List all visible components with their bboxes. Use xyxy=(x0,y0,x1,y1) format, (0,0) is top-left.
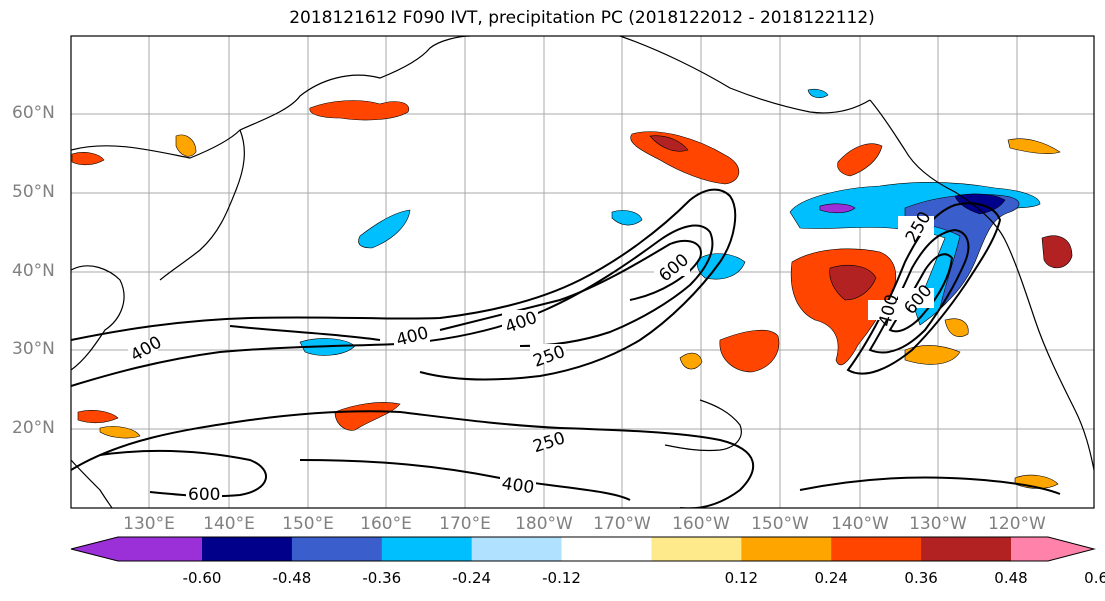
colorbar xyxy=(70,536,1096,562)
lon-label-160w: 160°W xyxy=(672,514,730,534)
lon-label-180w: 180°W xyxy=(515,514,573,534)
contour-label-bg xyxy=(530,430,566,450)
lon-label-150e: 150°E xyxy=(282,514,334,534)
map-frame xyxy=(70,35,1095,509)
contour-label-bg xyxy=(186,484,222,504)
precip-positive-subtropic xyxy=(719,329,780,373)
colorbar-tick-label: 0.36 xyxy=(904,569,938,587)
lat-label-30n: 30°N xyxy=(12,339,55,359)
precip-negative-alaska xyxy=(807,88,829,99)
precip-positive-bering xyxy=(630,131,740,185)
contour-label-bg xyxy=(502,310,538,330)
coastline-hawaii xyxy=(664,399,742,452)
colorbar-segment xyxy=(831,537,922,561)
contour-label-400-d: 400 xyxy=(500,474,535,498)
colorbar-extend-min-tip xyxy=(71,537,118,561)
lon-label-140e: 140°E xyxy=(203,514,255,534)
lon-label-140w: 140°W xyxy=(831,514,889,534)
colorbar-segment xyxy=(471,537,563,561)
precip-positive-kamchatka xyxy=(309,100,410,121)
contour-400-west xyxy=(71,224,714,387)
lon-label-170w: 170°W xyxy=(593,514,651,534)
coastline-north-america xyxy=(869,99,1094,471)
precip-positive-subtropic-w xyxy=(334,402,401,431)
contour-250-south xyxy=(71,410,755,508)
colorbar-tick-label: 0.12 xyxy=(724,569,759,587)
contour-label-bg xyxy=(654,256,690,276)
coastline-south-china xyxy=(71,459,113,508)
precip-positive-sakhalin xyxy=(175,134,197,157)
precip-positive-sw-2 xyxy=(99,426,141,439)
precip-positive-sw xyxy=(77,410,119,424)
lat-label-20n: 20°N xyxy=(12,418,55,438)
lon-label-150w: 150°W xyxy=(751,514,809,534)
contour-label-bg xyxy=(394,326,430,346)
figure-title: 2018121612 F090 IVT, precipitation PC (2… xyxy=(289,8,875,28)
lon-label-160e: 160°E xyxy=(360,514,412,534)
precip-positive-bering-core xyxy=(649,135,689,152)
coastline-alaska-north xyxy=(619,36,871,114)
precip-positive-core xyxy=(829,265,877,301)
colorbar-tick-label: -0.12 xyxy=(542,569,581,587)
coastline-japan xyxy=(159,129,245,281)
precip-negative-170w xyxy=(611,210,643,226)
colorbar-segment xyxy=(291,537,383,561)
lat-label-60n: 60°N xyxy=(12,103,55,123)
lat-label-50n: 50°N xyxy=(12,182,55,202)
lon-label-130w: 130°W xyxy=(909,514,967,534)
lon-label-170e: 170°E xyxy=(439,514,491,534)
colorbar-segment xyxy=(118,537,202,561)
contour-label-bg xyxy=(500,474,536,494)
precip-positive-small-2 xyxy=(904,345,961,365)
coastline-korea-china xyxy=(71,265,125,371)
precip-pc-shading xyxy=(71,88,1073,489)
lon-label-130e: 130°E xyxy=(123,514,175,534)
colorbar-segment xyxy=(741,537,832,561)
precip-negative-extreme xyxy=(819,203,856,214)
precip-positive-california xyxy=(1041,235,1073,269)
contour-label-600-b: 600 xyxy=(188,485,220,505)
contour-label-bg xyxy=(868,300,904,320)
contour-label-bg xyxy=(898,216,934,236)
precip-positive-30n-130w xyxy=(944,318,969,337)
colorbar-tick-label: -0.24 xyxy=(452,569,492,587)
lon-label-120w: 120°W xyxy=(988,514,1046,534)
colorbar-tick-label: -0.48 xyxy=(272,569,312,587)
contour-400-south xyxy=(299,459,631,501)
colorbar-extend-max xyxy=(1048,537,1094,561)
colorbar-tick-label: 0.60 xyxy=(1084,569,1105,587)
contour-label-bg xyxy=(128,340,158,360)
contour-250-west xyxy=(71,188,737,381)
colorbar-tick-label: -0.60 xyxy=(182,569,222,587)
colorbar-tick-label: -0.36 xyxy=(362,569,402,587)
precip-positive-west-edge xyxy=(71,152,105,166)
colorbar-tick-label: 0.48 xyxy=(994,569,1028,587)
contour-label-bg xyxy=(530,344,566,364)
colorbar-segment xyxy=(381,537,473,561)
precip-positive-small-1 xyxy=(679,352,703,370)
contour-400-east xyxy=(868,228,970,354)
colorbar-segment xyxy=(202,537,293,561)
colorbar-segment xyxy=(921,537,1012,561)
colorbar-tick-label: 0.24 xyxy=(814,569,848,587)
colorbar-segment xyxy=(651,537,742,561)
colorbar-segment xyxy=(1011,537,1048,561)
contour-250-east xyxy=(846,202,1002,375)
coastline-asia-north xyxy=(71,36,471,159)
precip-positive-canada xyxy=(1007,138,1061,154)
colorbar-segment xyxy=(561,537,652,561)
precip-negative-nw xyxy=(358,209,411,249)
contour-250-se xyxy=(799,476,1061,495)
lat-label-40n: 40°N xyxy=(12,261,55,281)
precip-positive-alaska xyxy=(837,143,883,177)
contour-label-bg xyxy=(898,288,934,308)
colorbar-outline xyxy=(70,536,1096,562)
coastlines xyxy=(71,36,1094,508)
